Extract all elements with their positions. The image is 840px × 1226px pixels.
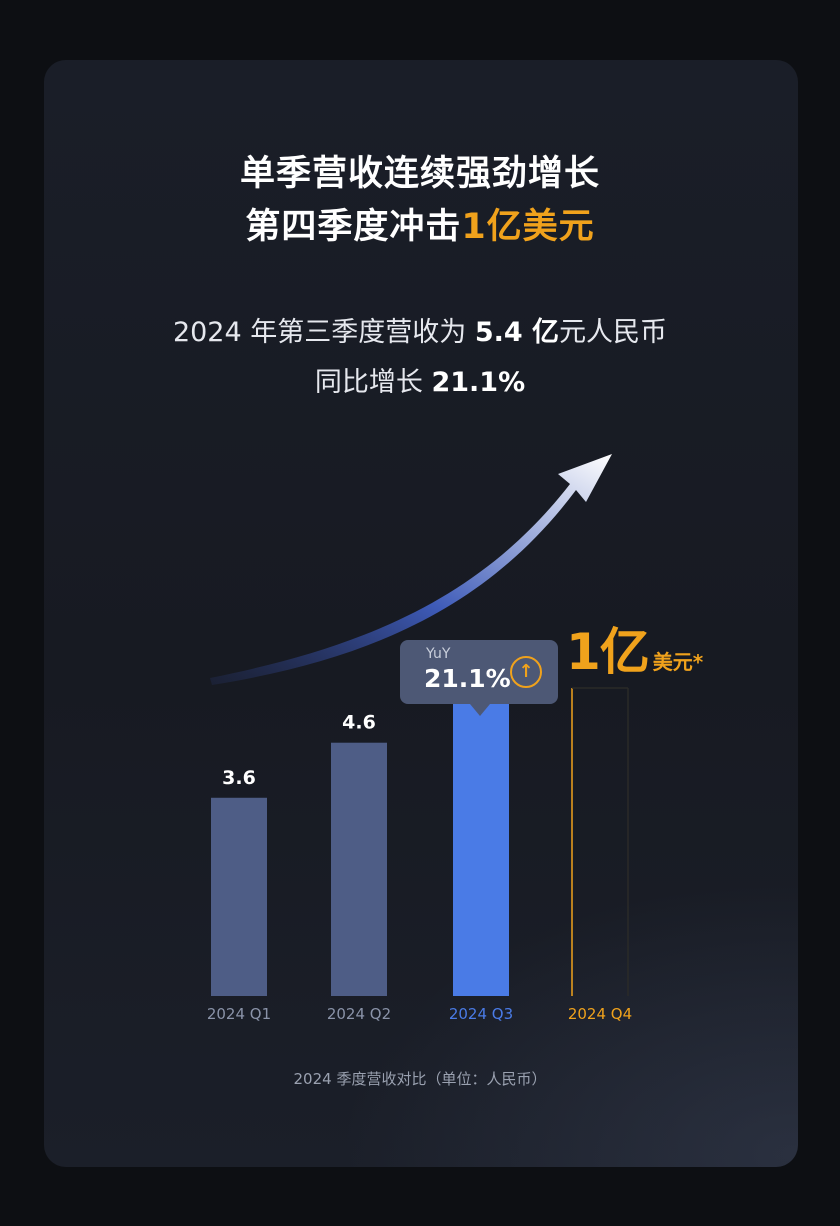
subtitle-line1: 2024 年第三季度营收为 5.4 亿元人民币 [0,310,840,349]
arrow-up-circle-icon: ↑ [510,656,542,688]
target-value: 1亿 [566,623,650,681]
x-tick-label: 2024 Q1 [207,1005,271,1023]
subtitle-line2-prefix: 同比增长 [314,367,432,398]
q4-target-label: 1亿 美元* [566,612,703,684]
headline-accent: 1亿美元 [461,207,595,247]
tooltip-value: 21.1% [424,664,511,693]
x-tick-label: 2024 Q4 [568,1005,632,1023]
headline-line2-prefix: 第四季度冲击 [245,207,462,247]
bar-2024-q1 [211,797,267,996]
headline-line2: 第四季度冲击1亿美元 [0,198,840,249]
subtitle-line2: 同比增长 21.1% [0,360,840,399]
chart-caption: 2024 季度营收对比（单位：人民币） [293,1070,547,1088]
target-unit: 美元* [652,650,704,674]
subtitle-growth-value: 21.1% [431,367,526,398]
growth-arrow-icon [210,454,612,685]
x-tick-label: 2024 Q3 [449,1005,513,1023]
bar-value-label: 4.6 [342,712,376,734]
bar-value-label: 3.6 [222,767,256,789]
x-tick-label: 2024 Q2 [327,1005,391,1023]
bar-2024-q2 [331,742,387,996]
bar-2024-q3 [453,698,509,996]
headline-line1: 单季营收连续强劲增长 [239,154,600,194]
subtitle-revenue-value: 5.4 亿 [474,317,560,348]
yoy-tooltip: YuY 21.1% ↑ [400,640,558,716]
tooltip-label: YuY [426,646,451,662]
subtitle-line1-suffix: 元人民币 [559,317,668,348]
subtitle-line1-prefix: 2024 年第三季度营收为 [172,317,475,348]
